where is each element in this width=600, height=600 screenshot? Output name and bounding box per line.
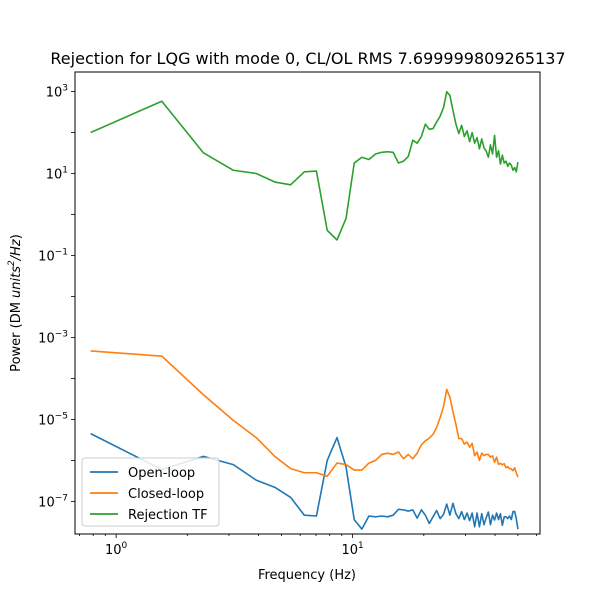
plot-area: [90, 90, 519, 530]
series-line-rejection-tf: [90, 90, 519, 241]
x-tick-label: 100: [105, 541, 128, 558]
y-tick-label: 101: [46, 166, 68, 183]
y-axis-label-prefix: Power (DM: [9, 298, 24, 372]
legend-label: Open-loop: [128, 466, 195, 481]
x-tick-label: 101: [341, 541, 363, 558]
y-tick-label: 10−1: [38, 247, 68, 264]
y-tick-label: 103: [46, 84, 68, 101]
x-axis-ticks: 100 101: [79, 534, 538, 558]
x-axis-label: Frequency (Hz): [258, 568, 356, 583]
y-axis-label-suffix: ): [9, 234, 24, 239]
legend-box: [81, 457, 220, 527]
chart-title: Rejection for LQG with mode 0, CL/OL RMS…: [50, 49, 565, 68]
plot-frame: [74, 71, 541, 535]
series-line-open-loop: [90, 432, 519, 530]
y-axis-label: Power (DM units2/Hz): [7, 234, 24, 372]
series-line-closed-loop: [90, 350, 519, 478]
y-axis-label-units: units: [9, 266, 24, 298]
y-tick-label: 10−5: [38, 411, 68, 428]
legend-label: Rejection TF: [128, 508, 208, 523]
legend: Open-loop Closed-loop Rejection TF: [81, 457, 220, 527]
legend-label: Closed-loop: [128, 487, 204, 502]
y-axis-label-per: /Hz: [9, 238, 24, 261]
y-axis-label-sup: 2: [7, 260, 17, 266]
y-tick-label: 10−7: [38, 493, 68, 510]
y-tick-label: 10−3: [38, 329, 68, 346]
y-axis-ticks: 10−7 10−5 10−3 10−1 101 103: [38, 84, 75, 510]
